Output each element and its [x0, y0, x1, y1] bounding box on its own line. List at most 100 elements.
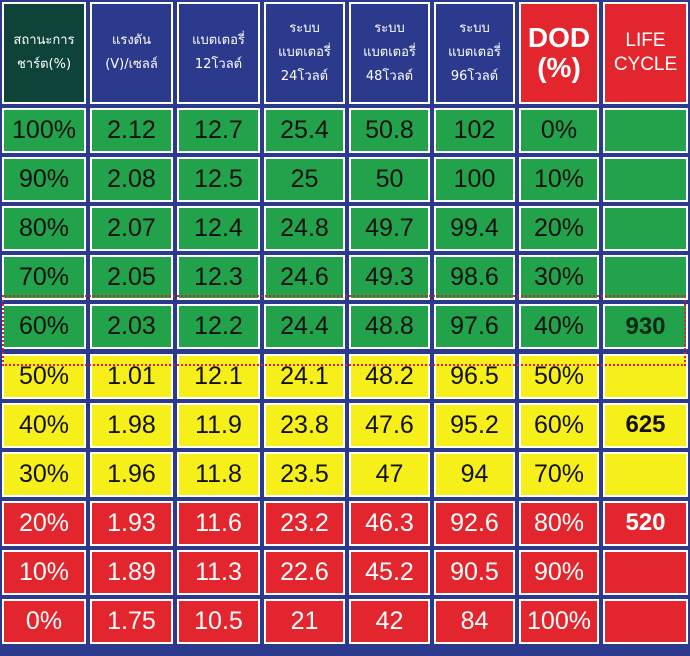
row-0-system-48v-text: 50.8	[365, 116, 414, 145]
row-3-cell-voltage-text: 2.05	[107, 263, 156, 292]
row-3-dod-cell: 30%	[517, 253, 601, 302]
row-10-battery-12v-text: 10.5	[194, 607, 243, 636]
row-8-life-cycle-cell: 520	[601, 499, 690, 548]
row-8-system-96v-cell: 92.6	[432, 499, 517, 548]
row-4-charge-state-text: 60%	[18, 312, 70, 341]
row-1-system-24v-text: 25	[290, 165, 319, 194]
row-7-life-cycle-cell	[601, 450, 690, 499]
row-10-system-24v-cell: 21	[262, 597, 347, 646]
row-2-system-48v-text: 49.7	[365, 214, 414, 243]
row-5-life-cycle-cell	[601, 352, 690, 401]
row-8-charge-state-text: 20%	[18, 508, 70, 537]
row-1-cell-voltage-text: 2.08	[107, 165, 156, 194]
row-1-dod-cell: 10%	[517, 155, 601, 204]
row-6-life-cycle-text: 625	[625, 411, 666, 439]
row-4-battery-12v-text: 12.2	[194, 312, 243, 341]
row-5-system-48v-cell: 48.2	[347, 352, 432, 401]
header-charge-state-text: สถานะการ ชาร์ต(%)	[13, 33, 75, 72]
row-3-charge-state-text: 70%	[18, 263, 70, 292]
row-10-dod-cell: 100%	[517, 597, 601, 646]
row-0-system-96v-cell: 102	[432, 106, 517, 155]
header-system-24v-cell: ระบบ แบตเตอรี่ 24โวลต์	[262, 0, 347, 106]
row-3-system-48v-text: 49.3	[365, 263, 414, 292]
row-9-battery-12v-cell: 11.3	[175, 548, 262, 597]
row-7-system-96v-text: 94	[460, 459, 489, 488]
row-5-charge-state-text: 50%	[18, 361, 70, 390]
row-1-system-48v-text: 50	[375, 165, 404, 194]
header-battery-12v-text: แบตเตอรี่ 12โวลต์	[192, 33, 245, 72]
row-8-life-cycle-text: 520	[625, 509, 666, 537]
row-7-charge-state-cell: 30%	[0, 450, 88, 499]
header-charge-state-cell: สถานะการ ชาร์ต(%)	[0, 0, 88, 106]
row-5-system-48v-text: 48.2	[365, 361, 414, 390]
row-5-system-24v-cell: 24.1	[262, 352, 347, 401]
row-2-system-48v-cell: 49.7	[347, 204, 432, 253]
row-3-battery-12v-text: 12.3	[194, 263, 243, 292]
header-cell-voltage-text: แรงดัน (V)/เซลล์	[105, 33, 158, 72]
header-system-48v-cell: ระบบ แบตเตอรี่ 48โวลต์	[347, 0, 432, 106]
row-7-system-48v-cell: 47	[347, 450, 432, 499]
row-4-cell-voltage-cell: 2.03	[88, 302, 175, 351]
row-0-system-96v-text: 102	[453, 116, 496, 145]
row-10-system-24v-text: 21	[290, 607, 319, 636]
row-6-system-48v-text: 47.6	[365, 410, 414, 439]
header-life-cycle-cell: LIFE CYCLE	[601, 0, 690, 106]
row-10-charge-state-cell: 0%	[0, 597, 88, 646]
row-6-battery-12v-cell: 11.9	[175, 401, 262, 450]
row-0-charge-state-cell: 100%	[0, 106, 88, 155]
row-4-charge-state-cell: 60%	[0, 302, 88, 351]
row-0-life-cycle-cell	[601, 106, 690, 155]
row-6-battery-12v-text: 11.9	[195, 410, 242, 439]
row-8-system-96v-text: 92.6	[450, 508, 499, 537]
row-5-system-24v-text: 24.1	[280, 361, 329, 390]
row-7-cell-voltage-text: 1.96	[107, 459, 156, 488]
row-7-system-96v-cell: 94	[432, 450, 517, 499]
row-6-charge-state-text: 40%	[18, 410, 70, 439]
row-4-life-cycle-text: 930	[625, 312, 666, 340]
row-0-dod-text: 0%	[540, 116, 578, 145]
row-1-battery-12v-cell: 12.5	[175, 155, 262, 204]
row-8-system-24v-cell: 23.2	[262, 499, 347, 548]
row-5-system-96v-text: 96.5	[450, 361, 499, 390]
row-1-system-96v-cell: 100	[432, 155, 517, 204]
row-4-system-24v-cell: 24.4	[262, 302, 347, 351]
row-4-system-24v-text: 24.4	[280, 312, 329, 341]
row-5-cell-voltage-text: 1.01	[107, 361, 156, 390]
row-0-cell-voltage-cell: 2.12	[88, 106, 175, 155]
row-4-system-96v-text: 97.6	[450, 312, 499, 341]
row-8-dod-cell: 80%	[517, 499, 601, 548]
header-life-cycle-text: LIFE CYCLE	[613, 30, 678, 75]
row-0-charge-state-text: 100%	[12, 116, 76, 145]
header-battery-12v-cell: แบตเตอรี่ 12โวลต์	[175, 0, 262, 106]
row-10-cell-voltage-cell: 1.75	[88, 597, 175, 646]
row-9-cell-voltage-text: 1.89	[107, 557, 156, 586]
row-3-cell-voltage-cell: 2.05	[88, 253, 175, 302]
row-8-battery-12v-cell: 11.6	[175, 499, 262, 548]
row-9-battery-12v-text: 11.3	[195, 557, 242, 586]
row-9-dod-text: 90%	[533, 557, 585, 586]
header-system-96v-text: ระบบ แบตเตอรี่ 96โวลต์	[448, 21, 501, 84]
row-7-system-24v-cell: 23.5	[262, 450, 347, 499]
row-10-battery-12v-cell: 10.5	[175, 597, 262, 646]
row-1-charge-state-cell: 90%	[0, 155, 88, 204]
row-7-battery-12v-text: 11.8	[195, 459, 242, 488]
row-6-system-96v-cell: 95.2	[432, 401, 517, 450]
row-7-dod-cell: 70%	[517, 450, 601, 499]
row-0-battery-12v-text: 12.7	[194, 116, 243, 145]
row-6-system-48v-cell: 47.6	[347, 401, 432, 450]
row-7-dod-text: 70%	[533, 459, 585, 488]
row-5-dod-cell: 50%	[517, 352, 601, 401]
row-2-dod-text: 20%	[533, 214, 585, 243]
row-5-cell-voltage-cell: 1.01	[88, 352, 175, 401]
row-5-system-96v-cell: 96.5	[432, 352, 517, 401]
row-3-life-cycle-cell	[601, 253, 690, 302]
row-10-dod-text: 100%	[527, 607, 591, 636]
row-2-charge-state-text: 80%	[18, 214, 70, 243]
row-1-battery-12v-text: 12.5	[194, 165, 243, 194]
row-7-charge-state-text: 30%	[18, 459, 70, 488]
row-8-system-48v-cell: 46.3	[347, 499, 432, 548]
row-8-charge-state-cell: 20%	[0, 499, 88, 548]
row-2-cell-voltage-text: 2.07	[107, 214, 156, 243]
row-10-system-96v-text: 84	[460, 607, 489, 636]
